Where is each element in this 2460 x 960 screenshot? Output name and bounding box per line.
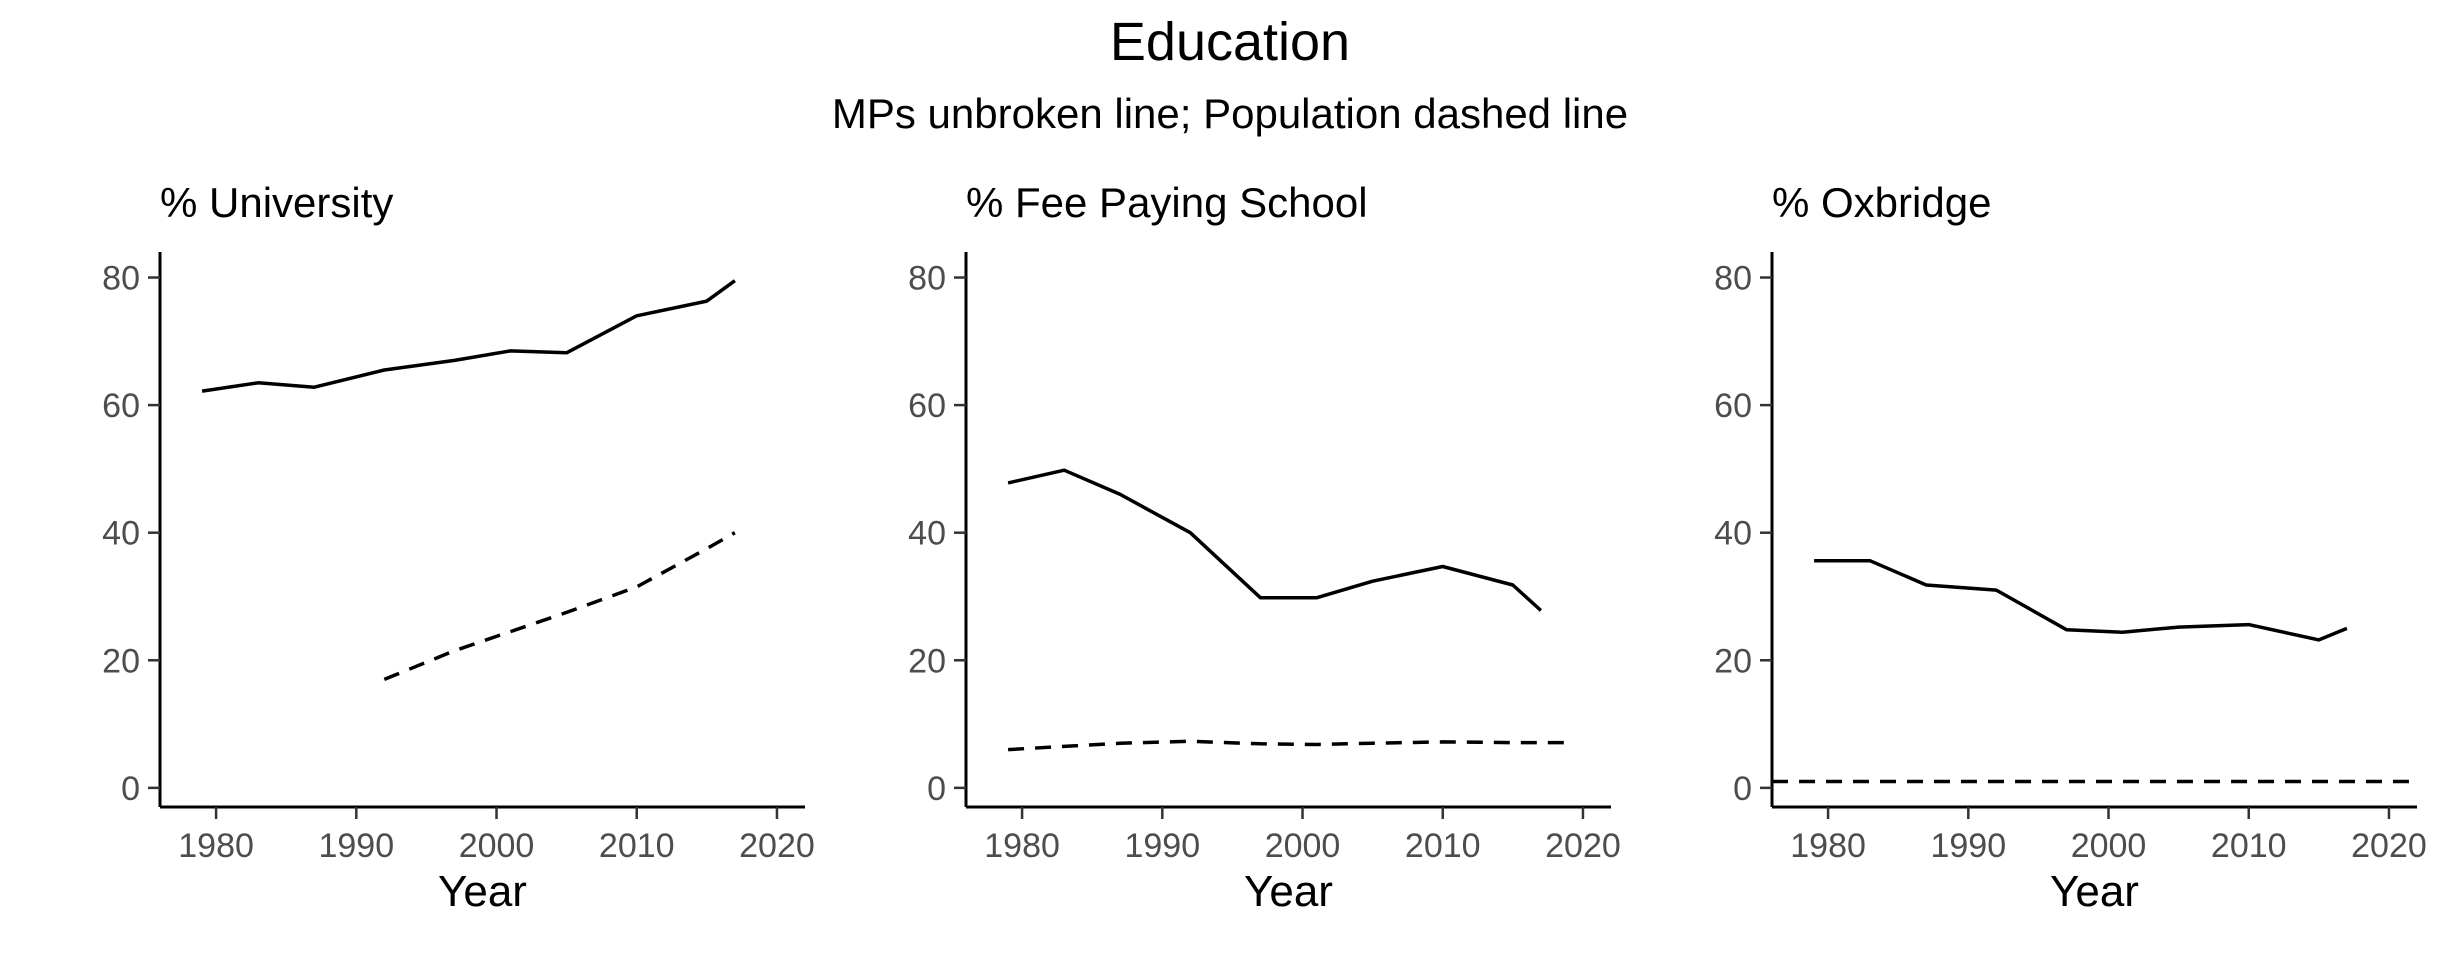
panel-title: % Oxbridge <box>1772 179 1991 226</box>
y-tick-label: 40 <box>102 515 140 553</box>
panel-title: % Fee Paying School <box>966 179 1368 226</box>
y-tick-label: 20 <box>908 642 946 680</box>
panel-1: % University 0 20 40 60 80 1980 1990 2000 2010 202… <box>102 179 815 916</box>
x-tick-label: 2020 <box>1545 827 1621 865</box>
x-tick-label: 2020 <box>2351 827 2427 865</box>
y-tick-label: 80 <box>102 260 140 298</box>
y-tick-label: 0 <box>1733 770 1752 808</box>
y-tick-label: 60 <box>102 387 140 425</box>
x-tick-label: 2000 <box>459 827 535 865</box>
figure-title: Education <box>1110 12 1350 72</box>
x-tick-label: 1990 <box>1930 827 2006 865</box>
y-tick-label: 60 <box>1714 387 1752 425</box>
y-tick-label: 60 <box>908 387 946 425</box>
mps-line <box>1007 468 1543 612</box>
x-tick-label: 1990 <box>318 827 394 865</box>
x-tick-label: 2020 <box>739 827 815 865</box>
y-tick-label: 40 <box>1714 515 1752 553</box>
x-tick-label: 2010 <box>599 827 675 865</box>
panel-2: % Fee Paying School 0 20 40 60 80 1980 1990 2000… <box>908 179 1621 916</box>
y-tick-label: 40 <box>908 515 946 553</box>
panel-title: % University <box>160 179 393 226</box>
x-tick-label: 2010 <box>1405 827 1481 865</box>
y-tick-label: 80 <box>1714 260 1752 298</box>
x-tick-label: 2000 <box>2071 827 2147 865</box>
x-tick-label: 1990 <box>1124 827 1200 865</box>
panel-3: % Oxbridge 0 20 40 60 80 1980 1990 2000 2010 2020 Y… <box>1714 179 2427 916</box>
x-axis-label: Year <box>438 867 527 916</box>
y-tick-label: 0 <box>121 770 140 808</box>
y-tick-label: 0 <box>927 770 946 808</box>
y-tick-label: 20 <box>102 642 140 680</box>
x-tick-label: 1980 <box>984 827 1060 865</box>
figure-subtitle: MPs unbroken line; Population dashed lin… <box>832 90 1628 137</box>
x-tick-label: 2000 <box>1265 827 1341 865</box>
x-tick-label: 2010 <box>2211 827 2287 865</box>
mps-line <box>201 279 736 393</box>
x-axis-label: Year <box>1244 867 1333 916</box>
population-line <box>1008 739 1569 752</box>
y-tick-label: 20 <box>1714 642 1752 680</box>
mps-line <box>1814 559 2348 642</box>
x-axis-label: Year <box>2050 867 2139 916</box>
population-line <box>383 531 736 682</box>
x-tick-label: 1980 <box>1790 827 1866 865</box>
x-tick-label: 1980 <box>178 827 254 865</box>
y-tick-label: 80 <box>908 260 946 298</box>
